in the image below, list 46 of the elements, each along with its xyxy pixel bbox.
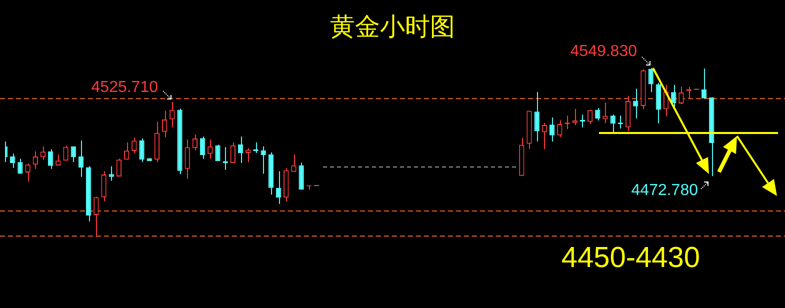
candlestick xyxy=(192,134,198,151)
candlestick xyxy=(116,158,122,177)
candlestick xyxy=(291,154,296,172)
candlestick xyxy=(184,138,190,180)
candlestick xyxy=(549,117,555,142)
candlestick xyxy=(260,146,266,174)
candlestick xyxy=(208,138,213,160)
candlestick xyxy=(132,136,137,154)
candlestick xyxy=(230,142,236,164)
candlestick xyxy=(78,140,84,178)
candlestick xyxy=(162,110,168,138)
candlestick xyxy=(70,146,76,162)
candlestick xyxy=(94,196,99,238)
candlestick xyxy=(139,138,144,162)
candlestick xyxy=(215,144,220,162)
candlestick xyxy=(10,153,16,168)
candlestick xyxy=(587,109,593,124)
candlestick xyxy=(678,86,684,105)
candlestick xyxy=(648,68,654,93)
candlestick xyxy=(534,91,540,142)
annotation: 4472.780 xyxy=(631,182,698,200)
candlestick xyxy=(108,166,114,182)
candlestick xyxy=(101,170,106,202)
candlestick xyxy=(124,142,130,160)
candlestick xyxy=(633,88,638,119)
candlestick xyxy=(542,122,548,150)
chart-title: 黄金小时图 xyxy=(329,11,456,43)
candlestick xyxy=(18,158,23,174)
candlestick xyxy=(298,162,304,190)
candlestick xyxy=(572,108,578,126)
candlestick xyxy=(557,120,562,138)
candlestick xyxy=(701,68,707,99)
text: 4450-4430 xyxy=(561,242,700,275)
candlestick xyxy=(595,108,600,122)
candlestick xyxy=(40,146,46,160)
candlestick xyxy=(48,148,54,170)
candlestick xyxy=(25,163,30,182)
annotation: 4525.710 xyxy=(91,79,158,97)
candlestick xyxy=(238,136,244,164)
candlestick xyxy=(610,114,616,133)
text: 4549.830 xyxy=(570,43,637,61)
candlestick xyxy=(200,136,206,160)
candlestick xyxy=(276,170,282,204)
candlestick xyxy=(63,145,68,162)
candlestick xyxy=(170,101,175,128)
candlestick xyxy=(656,82,662,124)
